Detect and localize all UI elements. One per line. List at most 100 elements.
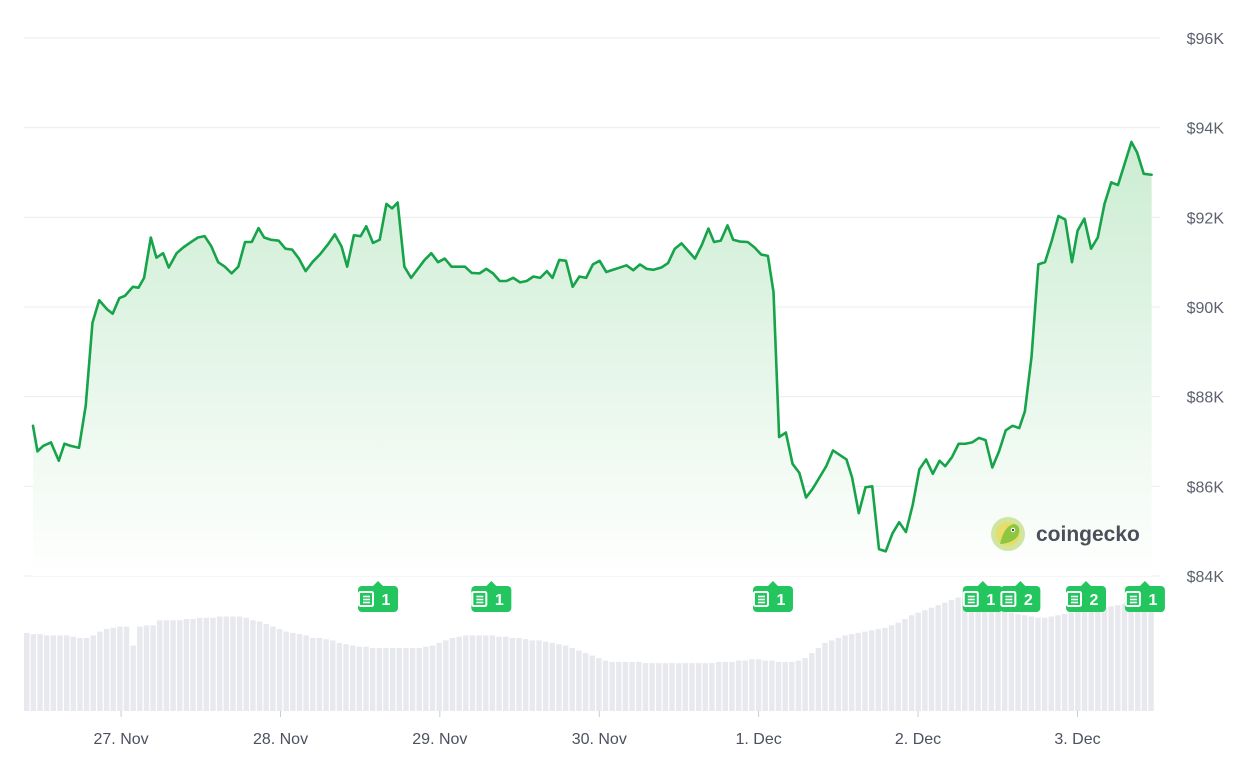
volume-bar <box>409 648 416 711</box>
volume-bar <box>356 646 363 711</box>
news-marker[interactable]: 1 <box>471 581 512 612</box>
volume-bar <box>476 635 482 711</box>
volume-bar <box>110 627 116 711</box>
volume-bar <box>236 616 243 711</box>
news-marker[interactable]: 2 <box>1065 581 1106 612</box>
volume-bar <box>90 635 96 711</box>
volume-bar <box>609 661 615 711</box>
news-count: 2 <box>1090 592 1099 609</box>
volume-bar <box>642 663 649 711</box>
volume-bar <box>729 661 735 711</box>
x-tick-label: 29. Nov <box>412 731 467 748</box>
news-count: 2 <box>1024 592 1033 609</box>
volume-bar <box>1101 607 1108 711</box>
volume-bar <box>562 645 569 711</box>
volume-bar <box>223 616 230 711</box>
news-marker[interactable]: 1 <box>962 581 1003 612</box>
volume-bar <box>250 620 256 711</box>
volume-bar <box>436 642 442 711</box>
price-line[interactable] <box>31 140 1153 553</box>
gecko-logo-icon <box>991 517 1025 551</box>
volume-bar <box>1081 610 1088 711</box>
volume-bar <box>37 634 43 711</box>
brand-name: coingecko <box>1036 523 1140 546</box>
news-marker[interactable]: 1 <box>752 581 793 612</box>
volume-bar <box>915 612 921 711</box>
volume-bar <box>689 663 695 711</box>
volume-bar <box>955 597 961 711</box>
volume-bar <box>569 648 575 711</box>
newspaper-icon <box>358 591 375 607</box>
volume-bar <box>503 636 509 711</box>
volume-bar <box>809 653 815 711</box>
volume-bar <box>429 645 436 711</box>
news-count: 1 <box>1148 592 1157 609</box>
volume-bar <box>1128 602 1134 711</box>
volume-bar <box>922 610 928 711</box>
volume-bar <box>1135 602 1141 711</box>
volume-bar <box>988 605 995 711</box>
volume-bar <box>516 637 522 711</box>
volume-bar <box>702 663 709 711</box>
volume-bar <box>975 602 981 711</box>
volume-bar <box>656 663 662 711</box>
volume-bar <box>137 626 143 711</box>
volume-bar <box>795 660 802 711</box>
news-count: 1 <box>495 592 504 609</box>
volume-bar <box>50 635 57 711</box>
news-marker[interactable]: 1 <box>1124 581 1165 612</box>
volume-bar <box>556 644 562 711</box>
newspaper-icon <box>1124 591 1141 607</box>
volume-bar <box>310 637 316 711</box>
volume-bar <box>190 619 196 711</box>
x-tick-label: 27. Nov <box>94 731 149 748</box>
volume-bar <box>589 655 595 711</box>
volume-bar <box>243 617 249 711</box>
volume-bar <box>709 663 715 711</box>
y-tick-label: $90K <box>1187 300 1225 317</box>
volume-bar <box>529 640 536 711</box>
price-series-line[interactable] <box>31 140 1153 553</box>
price-area <box>33 142 1152 576</box>
y-tick-label: $84K <box>1187 569 1225 586</box>
volume-bar <box>735 660 742 711</box>
volume-bar <box>802 658 808 711</box>
news-markers[interactable]: 1 1 1 1 2 2 1 <box>358 581 1165 612</box>
volume-bar <box>875 629 882 711</box>
volume-bar <box>130 645 136 711</box>
volume-bar <box>423 646 429 711</box>
news-marker[interactable]: 1 <box>358 581 399 612</box>
volume-bar <box>369 648 376 711</box>
volume-bar <box>43 635 50 711</box>
volume-bar <box>982 603 988 711</box>
volume-bar <box>24 632 30 711</box>
volume-bar <box>1001 610 1008 711</box>
volume-bar <box>270 626 276 711</box>
volume-bar <box>57 635 63 711</box>
volume-bar <box>489 635 496 711</box>
volume-bar <box>170 620 176 711</box>
volume-bar <box>77 637 83 711</box>
volume-bar <box>509 637 516 711</box>
volume-bar <box>323 639 329 711</box>
volume-bar <box>855 632 862 711</box>
volume-bar <box>263 624 269 711</box>
volume-bar <box>629 661 635 711</box>
coingecko-watermark: coingecko <box>991 517 1140 551</box>
volume-bar <box>97 631 103 711</box>
news-marker[interactable]: 2 <box>1000 581 1041 612</box>
news-count: 1 <box>382 592 391 609</box>
volume-bar <box>835 637 842 711</box>
volume-bar <box>163 620 170 711</box>
volume-bar <box>1068 612 1074 711</box>
volume-bar <box>469 635 476 711</box>
volume-bar <box>496 636 502 711</box>
volume-bar <box>1148 602 1154 711</box>
volume-bar <box>283 631 289 711</box>
volume-bar <box>935 605 941 711</box>
volume-bar <box>669 663 675 711</box>
volume-bar <box>196 617 203 711</box>
volume-bar <box>848 634 855 711</box>
